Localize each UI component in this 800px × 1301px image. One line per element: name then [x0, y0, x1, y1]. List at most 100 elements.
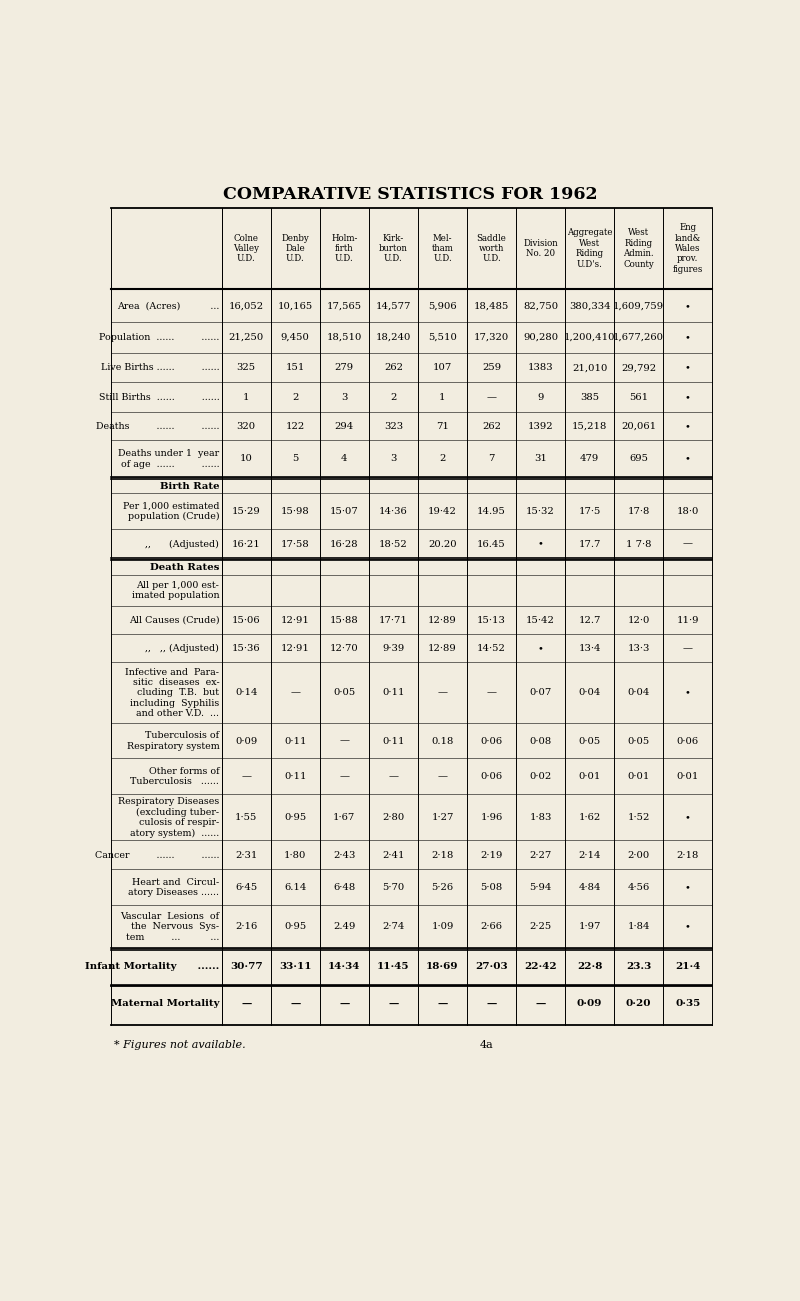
Text: 15,218: 15,218 — [572, 422, 607, 431]
Text: Denby
Dale
U.D.: Denby Dale U.D. — [282, 234, 309, 263]
Text: 1·96: 1·96 — [480, 813, 502, 822]
Text: 0·09: 0·09 — [577, 999, 602, 1008]
Text: Saddle
worth
U.D.: Saddle worth U.D. — [477, 234, 506, 263]
Text: •: • — [685, 454, 690, 463]
Text: Holm-
firth
U.D.: Holm- firth U.D. — [331, 234, 358, 263]
Text: 11·45: 11·45 — [377, 963, 410, 972]
Text: 1·55: 1·55 — [235, 813, 258, 822]
Text: 0·08: 0·08 — [530, 736, 552, 745]
Text: 15·88: 15·88 — [330, 615, 358, 624]
Text: 21·4: 21·4 — [675, 963, 701, 972]
Text: 122: 122 — [286, 422, 305, 431]
Text: 1·84: 1·84 — [627, 922, 650, 932]
Text: 5: 5 — [292, 454, 298, 463]
Text: —: — — [438, 688, 447, 697]
Text: 17,320: 17,320 — [474, 333, 509, 342]
Text: 2·66: 2·66 — [481, 922, 502, 932]
Text: 20,061: 20,061 — [621, 422, 656, 431]
Text: 2·18: 2·18 — [431, 851, 454, 860]
Text: 0·11: 0·11 — [284, 736, 306, 745]
Text: 18·52: 18·52 — [379, 540, 408, 549]
Text: 5,906: 5,906 — [428, 302, 457, 311]
Text: 6·45: 6·45 — [235, 883, 258, 892]
Text: —: — — [241, 999, 251, 1008]
Text: 385: 385 — [580, 393, 599, 402]
Text: —: — — [438, 999, 447, 1008]
Text: 31: 31 — [534, 454, 547, 463]
Text: 3: 3 — [341, 393, 347, 402]
Text: —: — — [682, 644, 693, 653]
Text: 17.7: 17.7 — [578, 540, 601, 549]
Text: 18·0: 18·0 — [677, 507, 699, 516]
Text: 1·09: 1·09 — [431, 922, 454, 932]
Text: 16·21: 16·21 — [232, 540, 261, 549]
Text: 151: 151 — [286, 363, 305, 372]
Text: 1 7·8: 1 7·8 — [626, 540, 651, 549]
Text: ,,   ,, (Adjusted): ,, ,, (Adjusted) — [139, 644, 219, 653]
Text: 0·11: 0·11 — [382, 688, 405, 697]
Text: 9: 9 — [538, 393, 544, 402]
Text: 0·04: 0·04 — [578, 688, 601, 697]
Text: •: • — [685, 813, 690, 822]
Text: 1,677,260: 1,677,260 — [613, 333, 664, 342]
Text: —: — — [486, 393, 497, 402]
Text: COMPARATIVE STATISTICS FOR 1962: COMPARATIVE STATISTICS FOR 1962 — [222, 186, 598, 203]
Text: 4: 4 — [341, 454, 347, 463]
Text: •: • — [685, 333, 690, 342]
Text: Respiratory Diseases
  (excluding tuber-
  culosis of respir-
  atory system)  .: Respiratory Diseases (excluding tuber- c… — [118, 798, 219, 838]
Text: Population  ......         ......: Population ...... ...... — [99, 333, 219, 342]
Text: 15·29: 15·29 — [232, 507, 261, 516]
Text: 0·11: 0·11 — [284, 771, 306, 781]
Text: 18,240: 18,240 — [376, 333, 411, 342]
Text: 0·01: 0·01 — [677, 771, 699, 781]
Text: 0·06: 0·06 — [481, 771, 502, 781]
Text: 2·14: 2·14 — [578, 851, 601, 860]
Text: 10: 10 — [240, 454, 253, 463]
Text: 279: 279 — [334, 363, 354, 372]
Text: 9·39: 9·39 — [382, 644, 405, 653]
Text: 17·58: 17·58 — [281, 540, 310, 549]
Text: 12·0: 12·0 — [627, 615, 650, 624]
Text: All per 1,000 est-
  imated population: All per 1,000 est- imated population — [126, 582, 219, 601]
Text: —: — — [388, 999, 398, 1008]
Text: 6.14: 6.14 — [284, 883, 306, 892]
Text: Division
No. 20: Division No. 20 — [523, 239, 558, 258]
Text: 0·35: 0·35 — [675, 999, 700, 1008]
Text: 33·11: 33·11 — [279, 963, 311, 972]
Text: 2·18: 2·18 — [677, 851, 699, 860]
Text: All Causes (Crude): All Causes (Crude) — [129, 615, 219, 624]
Text: 0·05: 0·05 — [627, 736, 650, 745]
Text: 4·84: 4·84 — [578, 883, 601, 892]
Text: Tuberculosis of
  Respiratory system: Tuberculosis of Respiratory system — [121, 731, 219, 751]
Text: 0·02: 0·02 — [530, 771, 552, 781]
Text: Kirk-
burton
U.D.: Kirk- burton U.D. — [379, 234, 408, 263]
Text: 18,485: 18,485 — [474, 302, 509, 311]
Text: 9,450: 9,450 — [281, 333, 310, 342]
Text: 15·36: 15·36 — [232, 644, 261, 653]
Text: 20.20: 20.20 — [428, 540, 457, 549]
Text: 17·8: 17·8 — [627, 507, 650, 516]
Text: * Figures not available.: * Figures not available. — [114, 1039, 246, 1050]
Text: 2: 2 — [439, 454, 446, 463]
Text: 3: 3 — [390, 454, 397, 463]
Text: Area  (Acres)          ...: Area (Acres) ... — [117, 302, 219, 311]
Text: 16·28: 16·28 — [330, 540, 358, 549]
Text: 1·52: 1·52 — [627, 813, 650, 822]
Text: —: — — [535, 999, 546, 1008]
Text: 2·00: 2·00 — [627, 851, 650, 860]
Text: 2·16: 2·16 — [235, 922, 258, 932]
Text: 15·07: 15·07 — [330, 507, 358, 516]
Text: 2·41: 2·41 — [382, 851, 405, 860]
Text: 1·80: 1·80 — [284, 851, 306, 860]
Text: 23.3: 23.3 — [626, 963, 651, 972]
Text: —: — — [682, 540, 693, 549]
Text: 262: 262 — [482, 422, 501, 431]
Text: 262: 262 — [384, 363, 403, 372]
Text: Other forms of
  Tuberculosis   ......: Other forms of Tuberculosis ...... — [125, 766, 219, 786]
Text: 14·34: 14·34 — [328, 963, 361, 972]
Text: Aggregate
West
Riding
U.D's.: Aggregate West Riding U.D's. — [567, 229, 612, 268]
Text: 18·69: 18·69 — [426, 963, 458, 972]
Text: 1: 1 — [439, 393, 446, 402]
Text: 561: 561 — [629, 393, 648, 402]
Text: 12.7: 12.7 — [578, 615, 601, 624]
